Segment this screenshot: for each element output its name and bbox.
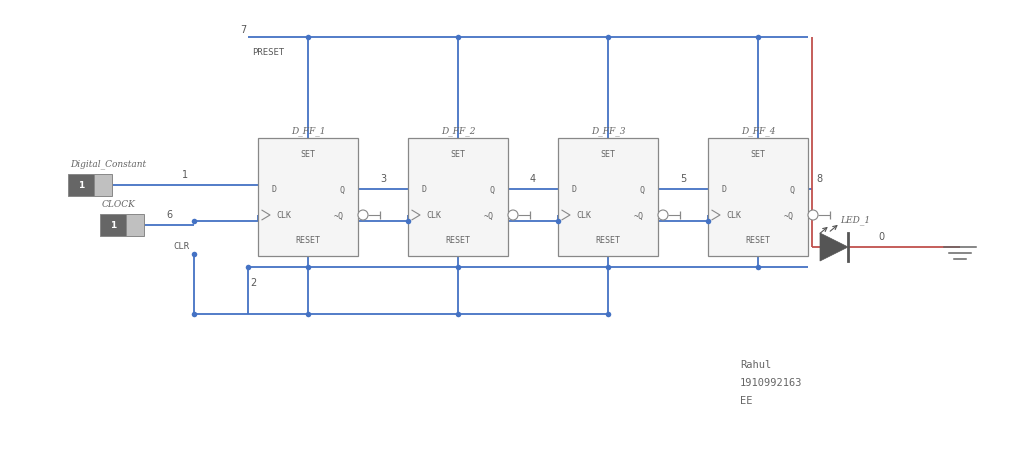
Circle shape (658, 211, 668, 220)
Text: SET: SET (300, 150, 315, 159)
Circle shape (358, 211, 368, 220)
Bar (68, 174, 93, 196)
Text: 2: 2 (250, 277, 256, 287)
Text: Q: Q (339, 185, 344, 194)
Text: 1: 1 (182, 170, 188, 179)
Text: SET: SET (451, 150, 466, 159)
Circle shape (808, 211, 818, 220)
Text: RESET: RESET (745, 236, 770, 245)
Text: 6: 6 (166, 210, 172, 219)
Text: Rahul: Rahul (740, 359, 771, 369)
Text: D_FF_2: D_FF_2 (440, 126, 475, 135)
Text: D_FF_4: D_FF_4 (740, 126, 775, 135)
Text: ~Q: ~Q (484, 211, 494, 220)
Bar (558, 139, 658, 257)
Text: D: D (422, 185, 427, 194)
Text: PRESET: PRESET (252, 48, 285, 57)
Bar (126, 214, 144, 236)
Bar (93, 174, 112, 196)
Text: D_FF_1: D_FF_1 (291, 126, 326, 135)
Text: Q: Q (489, 185, 494, 194)
Bar (258, 139, 358, 257)
Text: CLK: CLK (276, 211, 291, 220)
Text: 7: 7 (240, 25, 246, 35)
Text: LED_1: LED_1 (840, 215, 870, 224)
Text: 8: 8 (816, 174, 822, 184)
Text: Q: Q (790, 185, 794, 194)
Bar (100, 214, 126, 236)
Bar (408, 139, 508, 257)
Text: RESET: RESET (596, 236, 621, 245)
Text: 1: 1 (78, 181, 84, 190)
Text: CLK: CLK (726, 211, 741, 220)
Text: RESET: RESET (296, 236, 321, 245)
Text: 1: 1 (110, 221, 116, 230)
Text: SET: SET (600, 150, 615, 159)
Text: D: D (572, 185, 577, 194)
Text: D: D (722, 185, 727, 194)
Text: ~Q: ~Q (784, 211, 794, 220)
Text: CLK: CLK (575, 211, 591, 220)
Text: 4: 4 (530, 174, 536, 184)
Text: 5: 5 (680, 174, 686, 184)
Text: Q: Q (639, 185, 644, 194)
Text: D_FF_3: D_FF_3 (591, 126, 626, 135)
Text: EE: EE (740, 395, 753, 405)
Text: Digital_Constant: Digital_Constant (70, 159, 146, 168)
Text: ~Q: ~Q (634, 211, 644, 220)
Text: CLOCK: CLOCK (102, 200, 136, 208)
Text: CLK: CLK (426, 211, 441, 220)
Text: SET: SET (751, 150, 766, 159)
Text: D: D (272, 185, 278, 194)
Text: CLR: CLR (174, 241, 190, 251)
Text: 0: 0 (878, 231, 884, 241)
Text: 3: 3 (380, 174, 386, 184)
Circle shape (508, 211, 518, 220)
Bar (708, 139, 808, 257)
Polygon shape (820, 234, 848, 262)
Text: 1910992163: 1910992163 (740, 377, 803, 387)
Text: RESET: RESET (445, 236, 470, 245)
Text: ~Q: ~Q (334, 211, 344, 220)
